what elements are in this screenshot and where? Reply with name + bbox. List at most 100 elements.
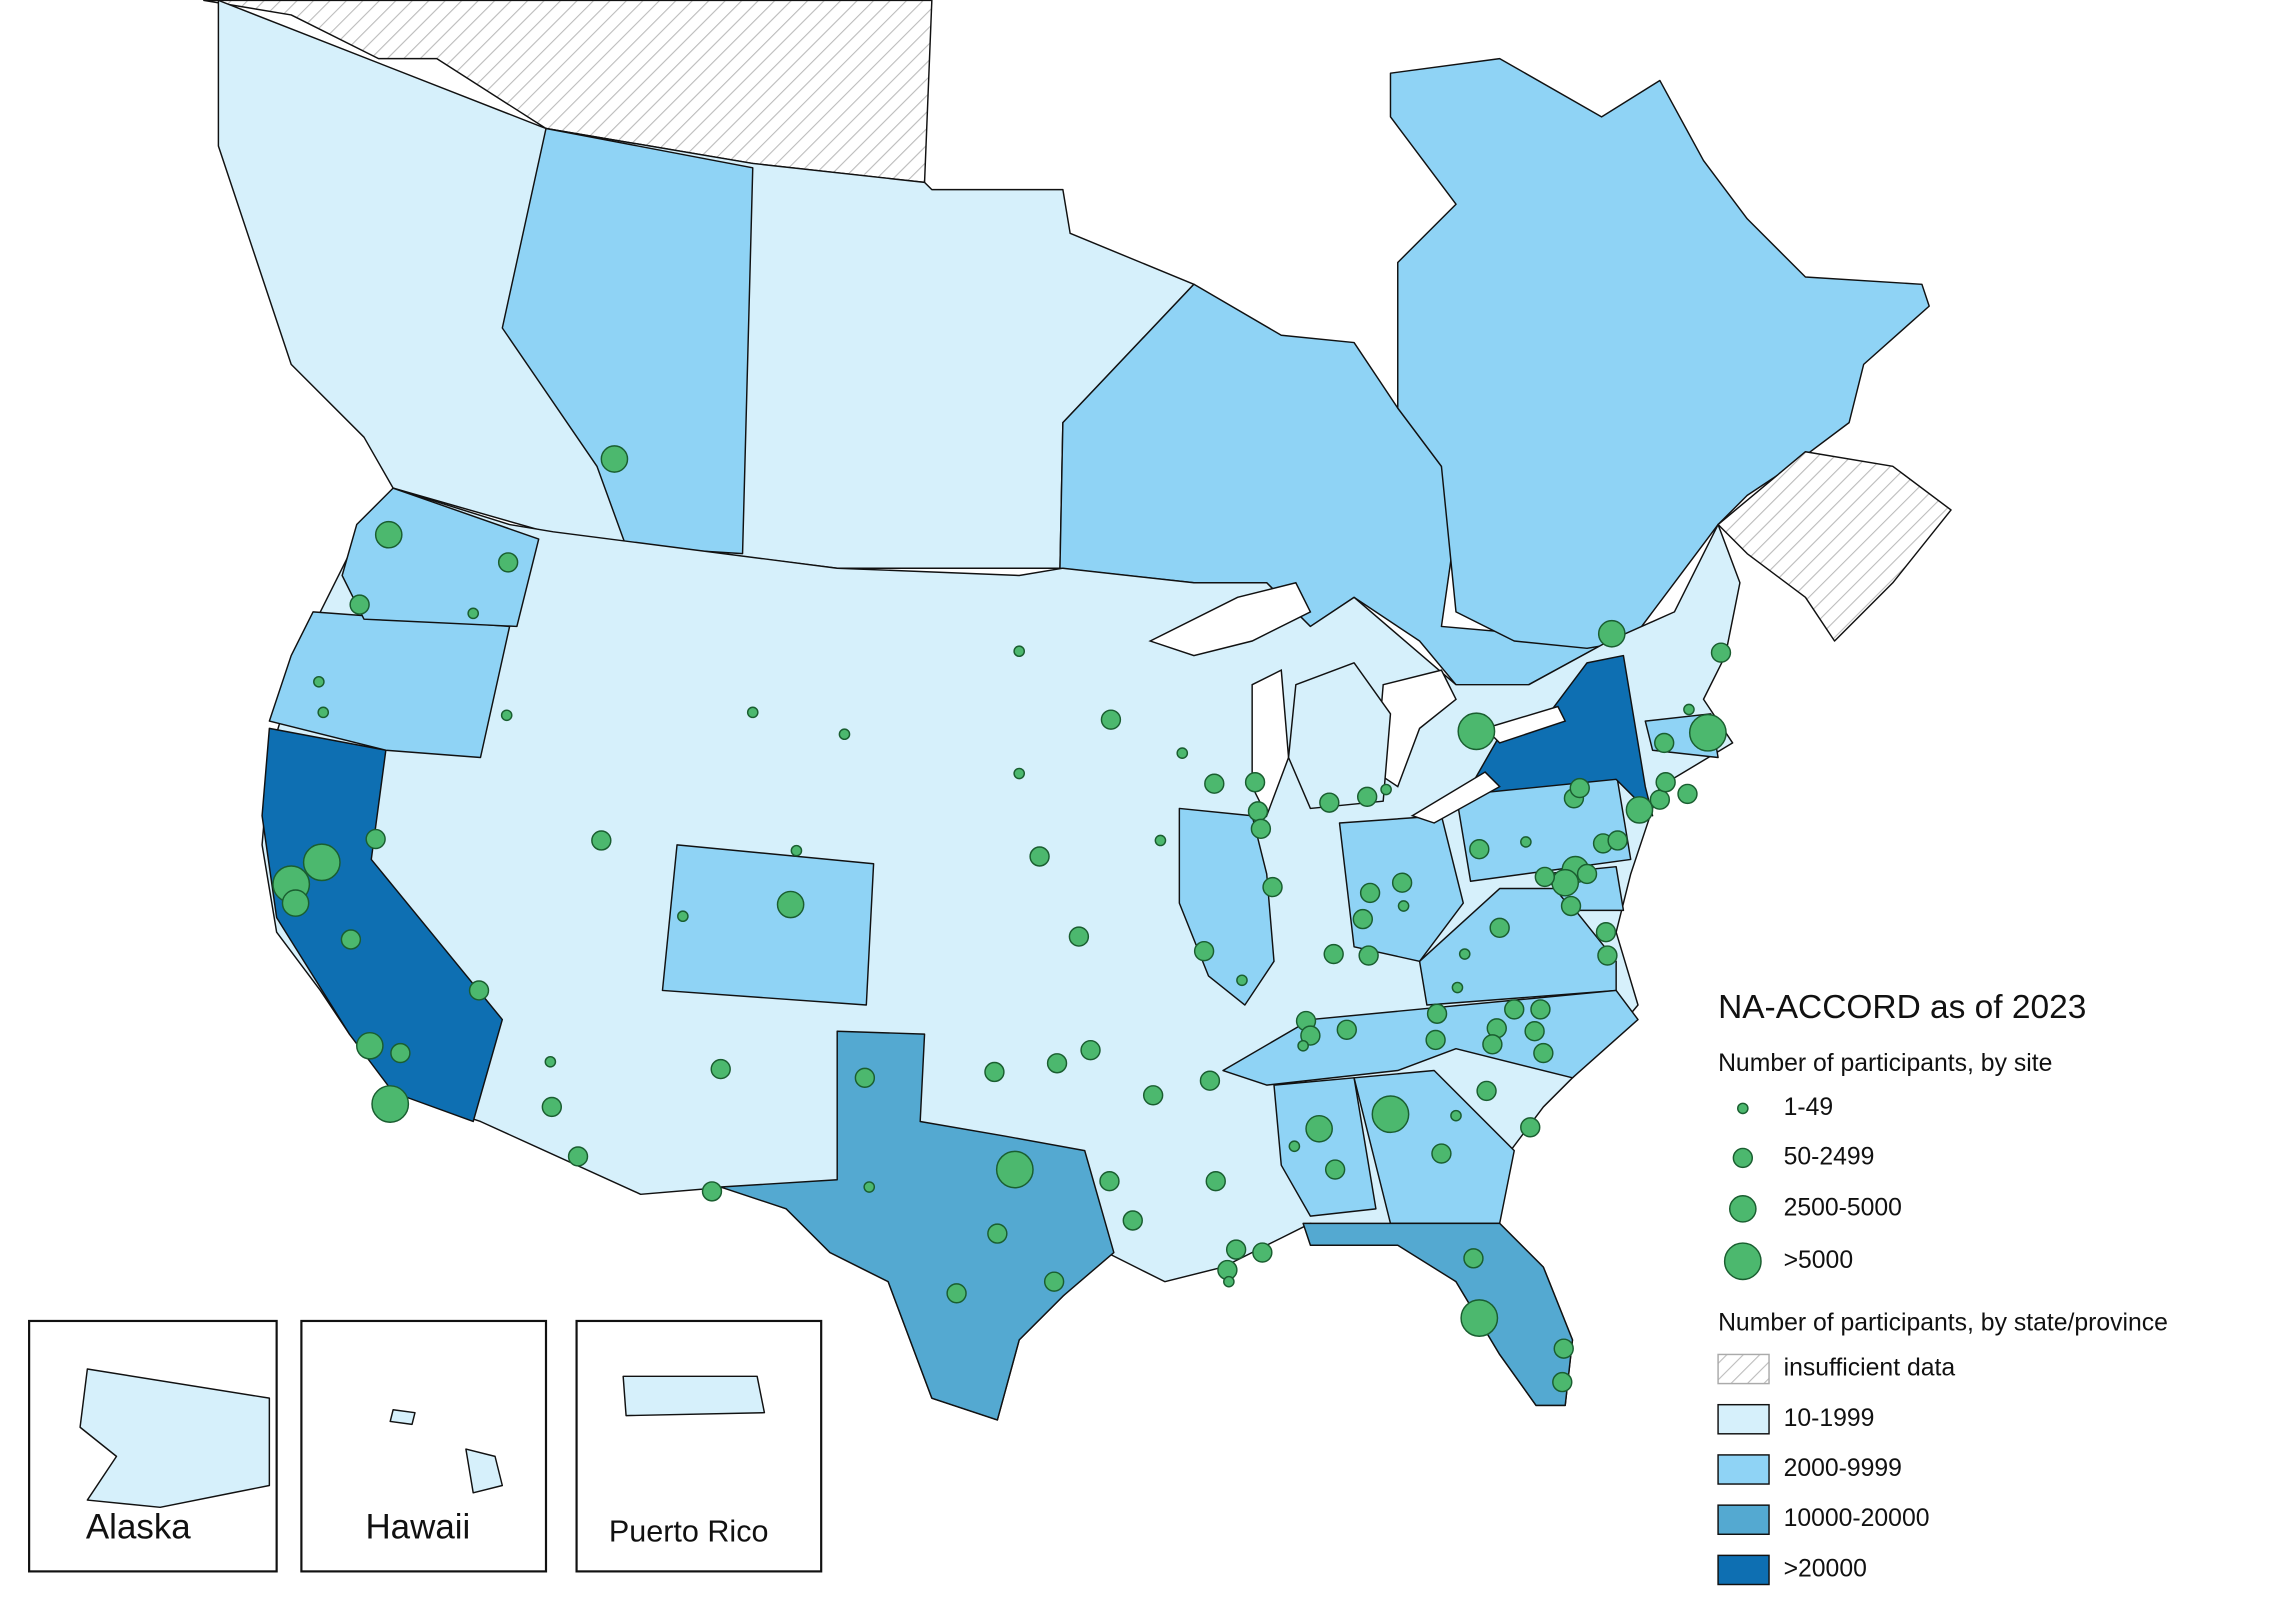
site-marker xyxy=(1450,1109,1462,1122)
site-marker xyxy=(1336,1019,1357,1040)
site-marker xyxy=(1068,926,1090,947)
site-marker xyxy=(1553,1338,1574,1359)
site-marker xyxy=(468,980,490,1001)
site-marker xyxy=(1489,917,1510,939)
region xyxy=(622,1375,766,1417)
site-marker xyxy=(1305,1114,1333,1143)
site-marker xyxy=(1244,772,1266,793)
legend-label: 10000-20000 xyxy=(1784,1505,1930,1532)
site-marker xyxy=(987,1223,1008,1244)
site-marker xyxy=(1552,1371,1573,1393)
legend-swatch xyxy=(1717,1554,1770,1586)
site-marker xyxy=(1463,1248,1484,1269)
site-marker xyxy=(838,728,851,741)
region xyxy=(719,1030,1115,1421)
site-marker xyxy=(281,889,310,917)
site-marker xyxy=(355,1031,384,1060)
site-marker xyxy=(1122,1210,1143,1231)
site-marker xyxy=(1431,1143,1452,1164)
site-marker xyxy=(1380,783,1392,796)
region xyxy=(1287,662,1392,810)
legend-symbol xyxy=(1728,1195,1757,1223)
site-marker xyxy=(1482,1034,1503,1055)
site-marker xyxy=(1199,1070,1221,1091)
region xyxy=(1273,1077,1377,1217)
legend-heading: Number of participants, by state/provinc… xyxy=(1718,1309,2168,1336)
site-marker xyxy=(349,594,370,615)
inset-label: Puerto Rico xyxy=(609,1515,769,1549)
site-marker xyxy=(1524,1021,1545,1042)
legend-symbol xyxy=(1737,1102,1749,1115)
site-marker xyxy=(1625,796,1654,824)
site-marker xyxy=(1534,866,1556,888)
inset-frame xyxy=(575,1319,823,1573)
site-marker xyxy=(1176,747,1189,759)
site-marker xyxy=(1099,1170,1120,1192)
site-marker xyxy=(1236,974,1248,987)
site-marker xyxy=(1324,1159,1346,1180)
site-marker xyxy=(313,675,325,688)
site-marker xyxy=(854,1067,876,1089)
inset-label: Hawaii xyxy=(365,1507,470,1546)
legend-label: 2500-5000 xyxy=(1784,1194,1902,1221)
site-marker xyxy=(1688,713,1727,752)
site-marker xyxy=(500,709,513,722)
lake xyxy=(1483,705,1567,744)
site-marker xyxy=(1607,830,1628,851)
legend-label: 50-2499 xyxy=(1784,1143,1875,1170)
inset-frame xyxy=(300,1319,548,1573)
legend-swatch xyxy=(1717,1353,1770,1385)
site-marker xyxy=(1193,940,1215,962)
site-marker xyxy=(946,1283,967,1304)
site-marker xyxy=(1359,882,1381,904)
site-marker xyxy=(1013,645,1026,658)
site-marker xyxy=(1323,943,1344,965)
legend-swatch xyxy=(1717,1504,1770,1535)
site-marker xyxy=(701,1181,723,1202)
site-marker xyxy=(984,1061,1005,1083)
site-marker xyxy=(1425,1029,1446,1051)
site-marker xyxy=(1460,1299,1499,1337)
site-marker xyxy=(1046,1053,1068,1074)
site-marker xyxy=(1223,1275,1235,1288)
site-marker xyxy=(1576,863,1598,885)
site-marker xyxy=(1597,945,1618,966)
region xyxy=(1717,451,1952,642)
site-marker xyxy=(1530,999,1551,1020)
site-marker xyxy=(1451,981,1464,994)
legend-title: NA-ACCORD as of 2023 xyxy=(1718,989,2086,1026)
site-marker xyxy=(1391,872,1413,893)
region xyxy=(389,1409,416,1426)
site-marker xyxy=(1469,839,1490,860)
site-marker xyxy=(1533,1042,1554,1064)
site-marker xyxy=(390,1042,411,1064)
legend-symbol xyxy=(1732,1147,1754,1169)
site-marker xyxy=(1551,868,1580,897)
site-marker xyxy=(1300,1025,1321,1046)
site-marker xyxy=(1654,732,1675,754)
site-marker xyxy=(1356,786,1378,808)
region xyxy=(1418,887,1617,1006)
site-marker xyxy=(1252,1242,1273,1263)
legend-swatch xyxy=(1717,1403,1770,1435)
legend-symbol xyxy=(1723,1242,1762,1281)
site-marker xyxy=(1250,818,1272,840)
site-marker xyxy=(1569,777,1590,799)
site-marker xyxy=(1597,619,1626,648)
site-marker xyxy=(1100,709,1122,730)
site-marker xyxy=(567,1146,589,1167)
region xyxy=(465,1448,504,1494)
site-marker xyxy=(1710,642,1732,663)
site-marker xyxy=(1655,772,1676,793)
site-marker xyxy=(1013,767,1026,780)
site-marker xyxy=(371,1085,410,1123)
site-marker xyxy=(1142,1085,1164,1106)
site-marker xyxy=(995,1150,1034,1189)
site-marker xyxy=(1683,703,1695,716)
site-marker xyxy=(1154,834,1167,847)
site-marker xyxy=(541,1096,563,1118)
site-marker xyxy=(365,828,386,850)
site-marker xyxy=(600,445,629,473)
site-marker xyxy=(497,552,519,573)
